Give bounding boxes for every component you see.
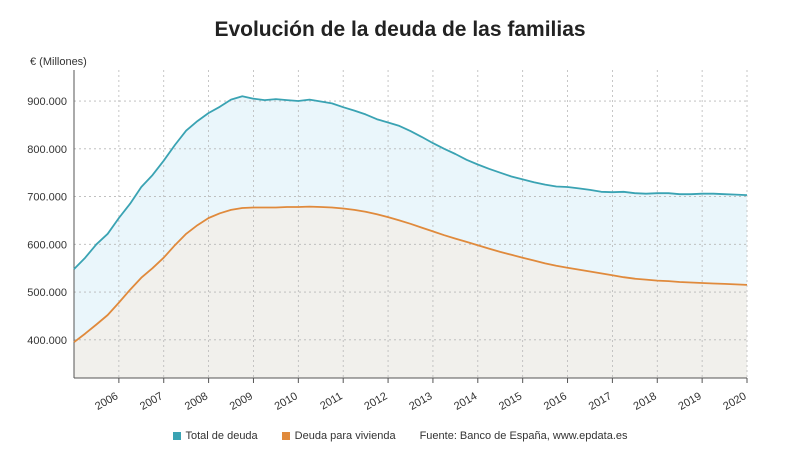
x-tick-label: 2011: [318, 390, 344, 412]
x-tick-label: 2016: [542, 390, 569, 413]
y-tick-label: 900.000: [27, 96, 67, 108]
x-tick-label: 2015: [497, 390, 524, 413]
x-tick-label: 2014: [452, 390, 479, 413]
x-tick-label: 2009: [228, 390, 255, 413]
y-tick-label: 400.000: [27, 335, 67, 347]
y-tick-label: 500.000: [27, 287, 67, 299]
x-tick-label: 2013: [407, 390, 434, 413]
x-tick-label: 2017: [587, 390, 614, 413]
legend-item-total: Total de deuda: [172, 430, 258, 442]
x-tick-label: 2007: [138, 390, 165, 413]
area-total-de-deuda: [74, 96, 747, 343]
y-tick-label: 700.000: [27, 192, 67, 204]
series-line-total-de-deuda: [73, 95, 748, 270]
legend-swatch-vivienda: [281, 432, 290, 440]
legend-item-vivienda: Deuda para vivienda: [281, 430, 396, 442]
legend-source: Fuente: Banco de España, www.epdata.es: [420, 430, 628, 442]
x-tick-label: 2008: [183, 390, 210, 413]
y-axis-unit-label: € (Millones): [30, 56, 87, 68]
x-tick-label: 2010: [273, 390, 300, 413]
legend-label-vivienda: Deuda para vivienda: [294, 430, 396, 442]
source-text: Fuente: Banco de España, www.epdata.es: [419, 430, 628, 442]
chart-title: Evolución de la deuda de las familias: [214, 18, 586, 41]
legend: Total de deuda Deuda para vivienda Fuent…: [0, 430, 800, 442]
y-tick-label: 600.000: [27, 239, 67, 251]
x-tick-label: 2006: [93, 390, 120, 413]
x-tick-label: 2020: [721, 390, 748, 413]
series-line-deuda-para-vivienda: [73, 205, 748, 343]
x-tick-label: 2012: [362, 390, 389, 413]
legend-swatch-total: [172, 432, 181, 440]
legend-label-total: Total de deuda: [185, 430, 258, 442]
x-tick-label: 2019: [676, 390, 703, 413]
y-tick-label: 800.000: [27, 144, 67, 156]
x-tick-label: 2018: [632, 390, 659, 413]
